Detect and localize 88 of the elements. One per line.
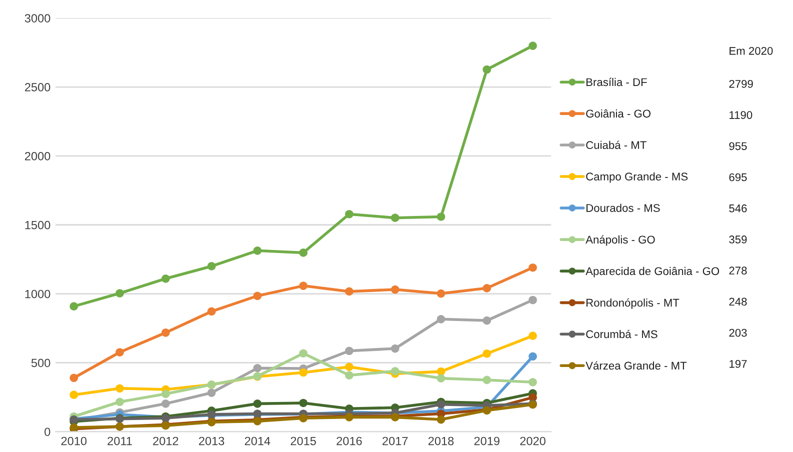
point — [482, 65, 492, 74]
y-tick-label: 2500 — [24, 83, 50, 92]
point — [253, 364, 262, 372]
point — [253, 292, 262, 300]
legend-label: Dourados - MS — [586, 204, 660, 212]
point — [161, 328, 170, 337]
y-tick-label: 1000 — [25, 290, 50, 298]
point — [390, 344, 400, 353]
point — [482, 316, 492, 325]
point — [345, 346, 354, 356]
text: 546 — [729, 204, 747, 212]
x-tick-label: 2019 — [474, 436, 500, 446]
point — [345, 371, 354, 380]
point — [207, 388, 216, 397]
x-tick-label: 2011 — [108, 436, 132, 446]
y-tick-label: 500 — [31, 358, 50, 368]
text: 203 — [729, 328, 747, 337]
point — [70, 302, 78, 311]
text: 1190 — [730, 111, 752, 119]
point — [436, 400, 446, 409]
x-tick-label: 2012 — [153, 436, 178, 446]
point — [116, 289, 124, 298]
x-tick-label: 2013 — [199, 436, 224, 446]
point — [253, 400, 262, 408]
point — [299, 282, 308, 290]
x-tick-label: 2018 — [428, 436, 454, 446]
legend-label: Cuiabá - MT — [586, 140, 646, 150]
legend-title: Em 2020 — [730, 46, 773, 55]
point — [390, 285, 400, 294]
point — [161, 400, 170, 408]
text: 278 — [729, 266, 747, 275]
point — [528, 352, 537, 361]
text: 248 — [729, 298, 747, 306]
point — [482, 376, 492, 384]
legend-label: Campo Grande - MS — [586, 172, 688, 183]
point — [528, 263, 537, 272]
point — [299, 398, 308, 408]
text: 197 — [730, 360, 747, 368]
point — [345, 362, 354, 372]
point — [436, 374, 446, 382]
text: 695 — [729, 173, 747, 182]
x-tick-label: 2020 — [520, 436, 546, 446]
legend-label: Aparecida de Goiânia - GO — [586, 266, 720, 278]
y-tick-label: 1500 — [25, 220, 50, 230]
point — [207, 262, 216, 270]
point — [70, 390, 78, 400]
point — [436, 415, 446, 424]
point — [299, 349, 308, 358]
point — [436, 212, 446, 221]
point — [207, 307, 216, 316]
point — [436, 289, 446, 298]
point — [482, 349, 492, 358]
point — [116, 398, 124, 406]
point — [116, 348, 124, 356]
point — [299, 368, 308, 377]
point — [390, 214, 400, 222]
x-tick-label: 2010 — [61, 436, 87, 446]
point — [390, 366, 400, 376]
text: 955 — [729, 142, 747, 150]
legend-label: Corumbá - MS — [586, 330, 658, 338]
point — [345, 210, 354, 218]
y-tick-label: 3000 — [24, 14, 50, 22]
point — [528, 378, 537, 386]
legend-label: Rondonópolis - MT — [586, 298, 680, 309]
point — [299, 248, 308, 257]
text: 359 — [729, 236, 747, 244]
legend-label: Anápolis - GO — [586, 235, 655, 246]
point — [161, 390, 170, 398]
x-tick-label: 2016 — [336, 436, 362, 446]
text: 2799 — [729, 80, 753, 88]
point — [528, 42, 537, 50]
point — [253, 246, 262, 255]
point — [528, 332, 537, 340]
legend-label: Brasília - DF — [586, 78, 647, 86]
point — [436, 315, 446, 324]
point — [70, 374, 78, 382]
legend-label: Goiânia - GO — [586, 109, 651, 118]
x-tick-label: 2015 — [290, 436, 316, 446]
point — [528, 296, 537, 304]
point — [345, 287, 354, 296]
point — [482, 284, 492, 292]
x-tick-label: 2017 — [382, 436, 408, 446]
legend-label: Várzea Grande - MT — [586, 361, 687, 370]
y-tick-label: 0 — [44, 428, 50, 436]
point — [161, 274, 170, 283]
y-tick-label: 2000 — [24, 152, 50, 160]
point — [116, 384, 124, 393]
x-tick-label: 2014 — [244, 436, 270, 446]
